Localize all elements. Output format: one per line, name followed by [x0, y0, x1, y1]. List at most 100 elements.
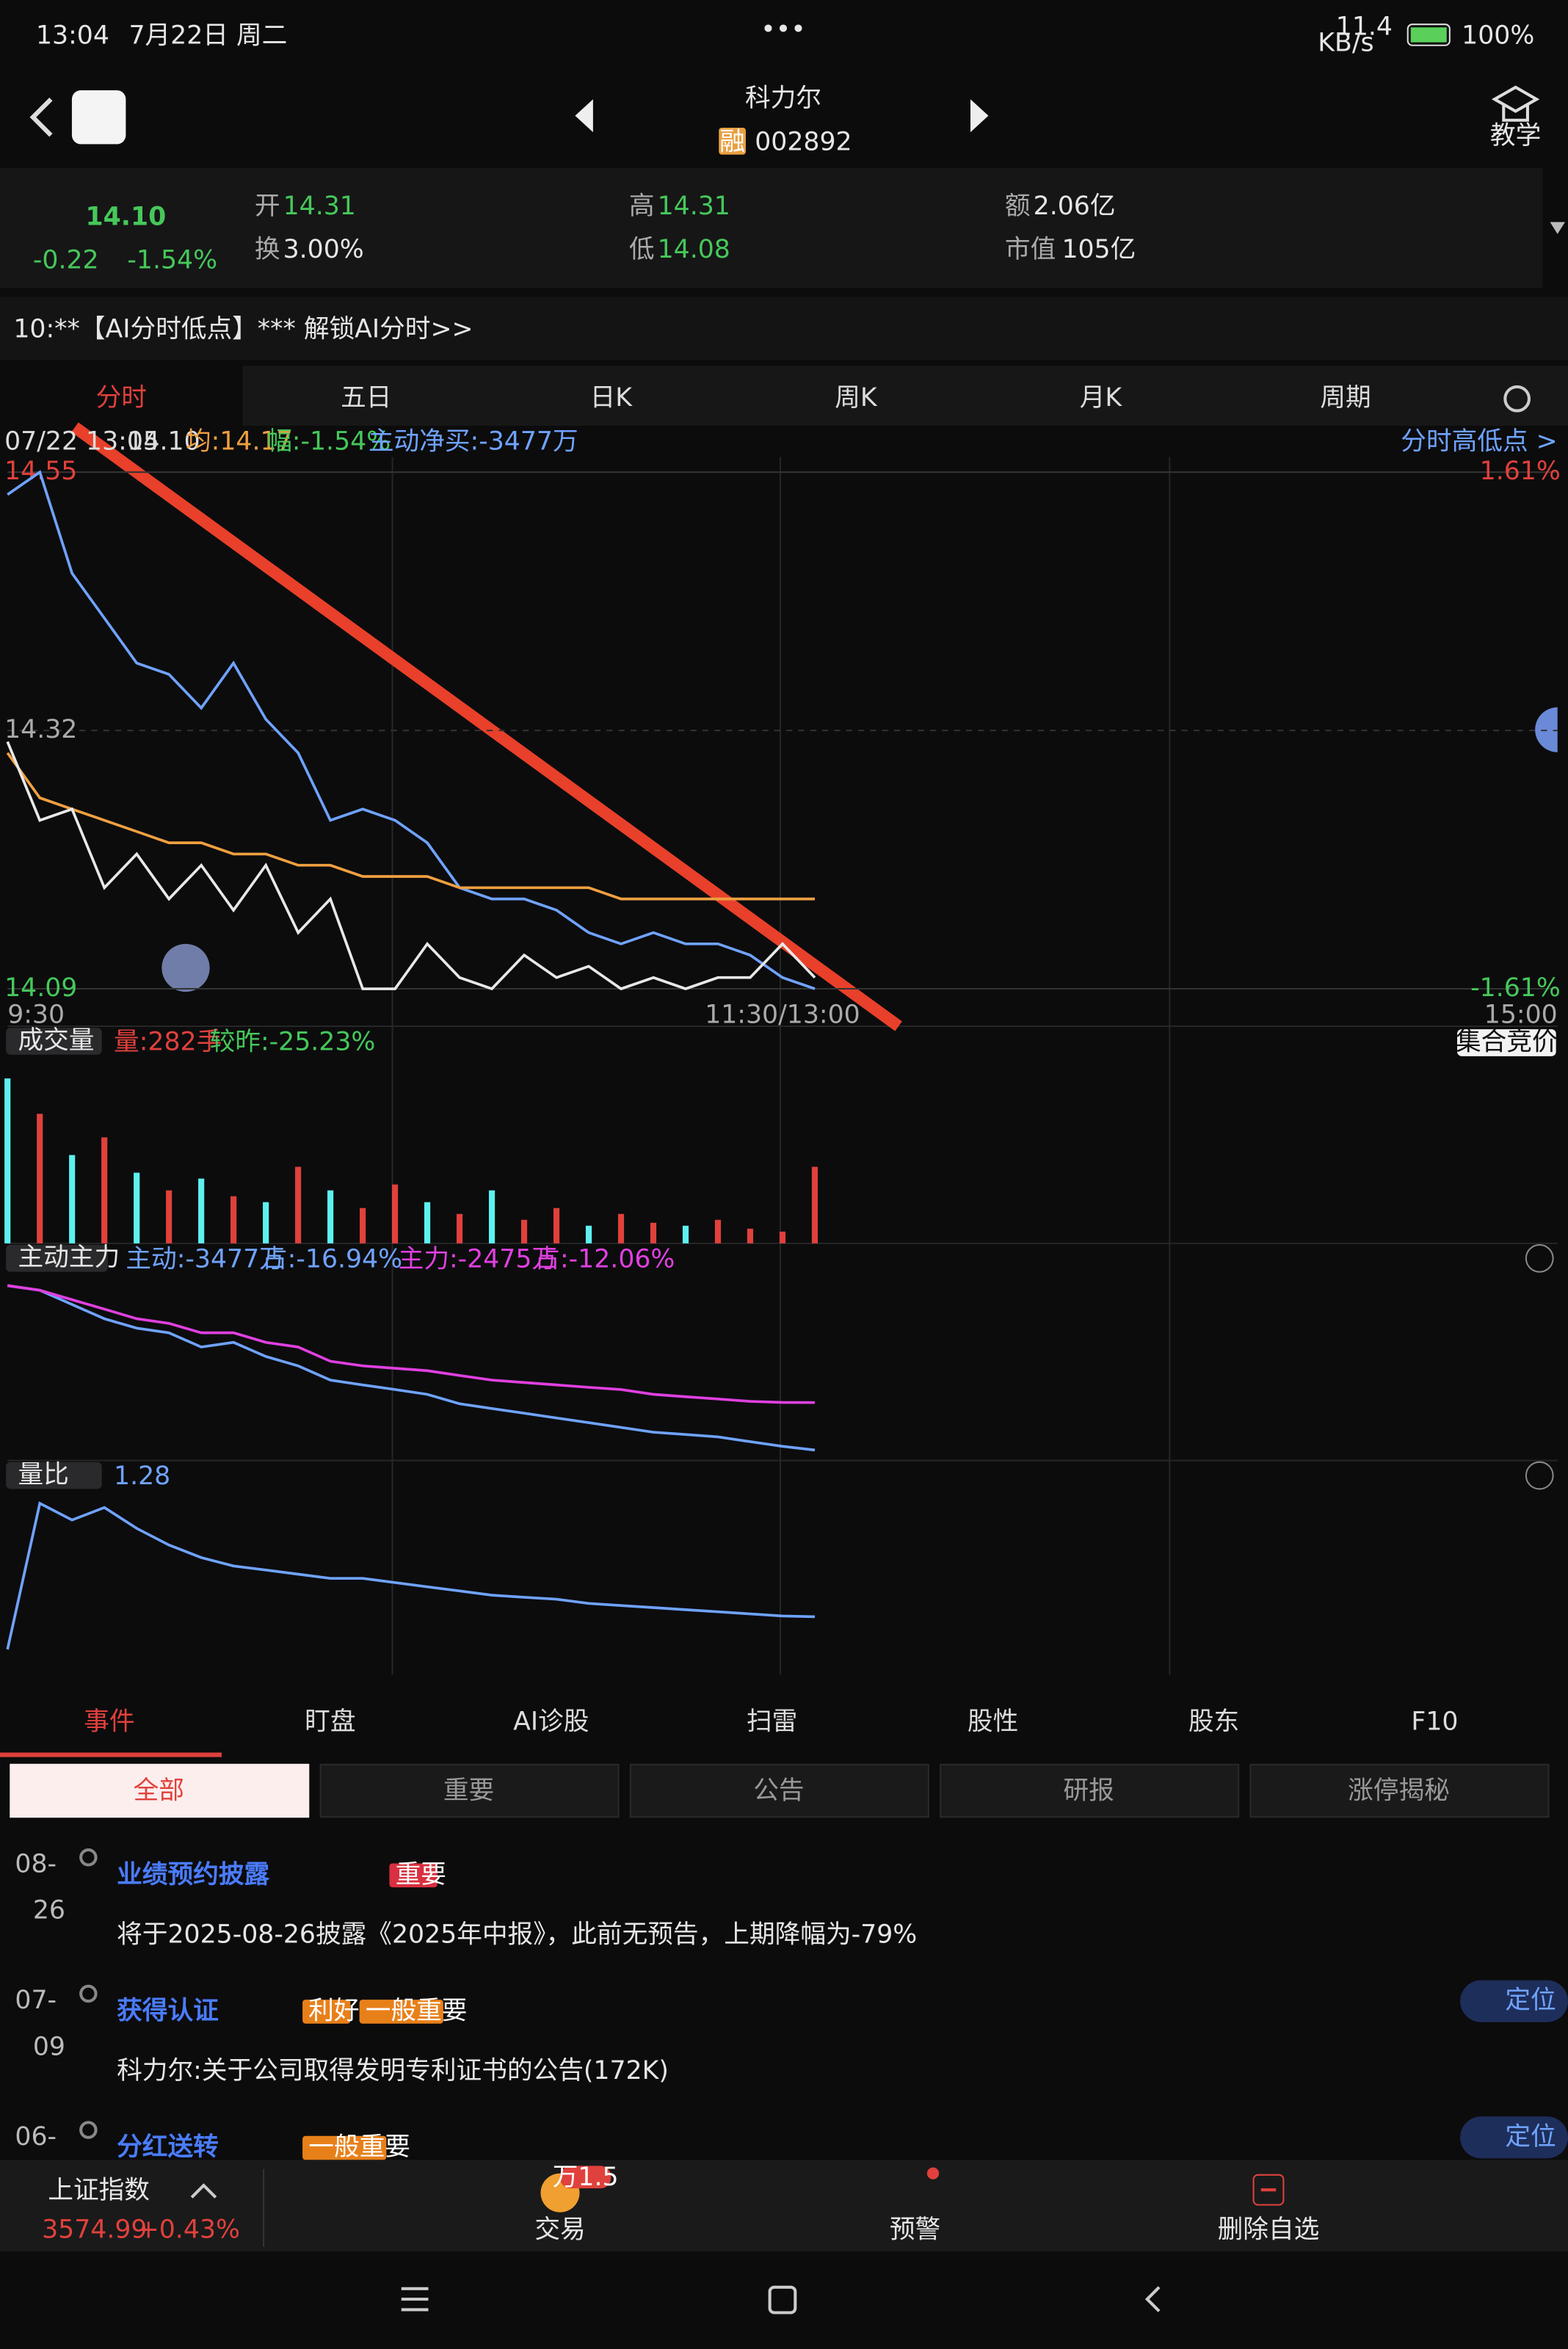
series-line	[6, 752, 816, 901]
banner-bg	[0, 297, 1568, 360]
event-dot	[79, 1984, 98, 2003]
index-name[interactable]: 上证指数	[48, 2176, 150, 2205]
volume-bar	[811, 1166, 819, 1244]
volume-bar	[779, 1231, 786, 1244]
info-tab[interactable]: AI诊股	[513, 1707, 589, 1737]
event-text: 将于2025-08-26披露《2025年中报》，此前无预告，上期降幅为-79%	[117, 1920, 917, 1949]
field-label: 换	[255, 235, 280, 264]
panel-label: 成交量	[18, 1025, 94, 1055]
filter-bg[interactable]	[629, 1763, 929, 1818]
filter[interactable]: 涨停揭秘	[1348, 1776, 1450, 1806]
help-icon[interactable]	[1525, 1461, 1554, 1490]
info-tab[interactable]: 盯盘	[305, 1707, 355, 1737]
panel-label-bg	[6, 1244, 108, 1272]
event-date: 06-	[15, 2122, 57, 2152]
chart-tab[interactable]: 日K	[590, 383, 634, 413]
stock-code: 002892	[755, 127, 852, 156]
badge-bg	[719, 127, 746, 155]
volume-bar	[520, 1219, 528, 1244]
volume-bar	[392, 1184, 399, 1244]
tag-bg	[302, 2135, 387, 2160]
field-value: 14.31	[658, 192, 730, 221]
app-icon[interactable]	[71, 90, 126, 145]
auction-bg[interactable]	[1457, 1029, 1556, 1056]
chart-tab[interactable]: 周期	[1320, 383, 1371, 413]
event-title[interactable]: 业绩预约披露	[117, 1860, 269, 1889]
x-tick-label: 15:00	[1484, 1001, 1558, 1030]
nav-home[interactable]	[768, 2285, 797, 2314]
event-text: 科力尔:关于公司取得发明专利证书的公告(172K)	[117, 2056, 669, 2085]
volume-bar	[37, 1114, 43, 1244]
next-stock[interactable]	[970, 99, 989, 133]
x-tick-label: 9:30	[7, 1001, 65, 1030]
trade[interactable]: 交易	[534, 2215, 585, 2244]
nav-back[interactable]	[1144, 2286, 1161, 2312]
status-date: 7月22日 周二	[128, 21, 287, 51]
info-link[interactable]: 分时高低点 >	[1401, 426, 1557, 456]
locate[interactable]: 定位	[1505, 2122, 1556, 2152]
expand-arrow[interactable]	[1550, 222, 1565, 234]
locate-bg[interactable]	[1460, 2116, 1568, 2159]
volume-bar	[166, 1190, 173, 1244]
filter-bg[interactable]	[319, 1763, 620, 1818]
auction[interactable]: 集合竞价	[1456, 1027, 1558, 1056]
chart-tab[interactable]: 分时	[96, 383, 147, 413]
remove-icon[interactable]	[1252, 2174, 1285, 2206]
filter[interactable]: 全部	[134, 1776, 184, 1806]
info-tab[interactable]: 股东	[1188, 1707, 1239, 1737]
chart-tab[interactable]: 五日	[341, 383, 391, 413]
chart-tab[interactable]: 月K	[1080, 383, 1123, 413]
zoom-button[interactable]	[161, 943, 210, 992]
filter[interactable]: 研报	[1063, 1776, 1114, 1806]
teach-icon[interactable]	[1491, 85, 1540, 122]
locate[interactable]: 定位	[1505, 1986, 1556, 2015]
volume-bar	[231, 1196, 237, 1244]
battery: 100%	[1462, 21, 1534, 51]
volume-bar	[4, 1078, 11, 1244]
trade-badge: 万1.5	[553, 2163, 619, 2192]
alert[interactable]: 预警	[890, 2215, 940, 2244]
tag-bg	[359, 2000, 443, 2024]
info-tab[interactable]: 事件	[84, 1707, 134, 1737]
filter-bg[interactable]	[1249, 1763, 1550, 1818]
volume-compare: 较昨:-25.23%	[210, 1027, 376, 1056]
net-speed: 11.4	[1336, 12, 1393, 41]
info-net: 主动净买:-3477万	[369, 426, 578, 456]
index-toggle[interactable]	[190, 2183, 217, 2199]
event-list: 08- 26 业绩预约披露 重要将于2025-08-26披露《2025年中报》，此前无…	[15, 1848, 1568, 2162]
volume-bar	[714, 1219, 722, 1244]
series-line	[7, 1284, 816, 1404]
settings-icon[interactable]	[1503, 385, 1531, 413]
event-title[interactable]: 分红送转	[117, 2132, 219, 2162]
info-tab[interactable]: 股性	[968, 1707, 1018, 1737]
info-tab[interactable]: 扫雷	[747, 1707, 797, 1737]
change: -0.22	[33, 246, 99, 275]
teach[interactable]: 教学	[1490, 121, 1541, 150]
series-line	[7, 1284, 816, 1452]
filter[interactable]: 公告	[753, 1776, 804, 1806]
remove[interactable]: 删除自选	[1218, 2215, 1320, 2244]
filter[interactable]: 重要	[443, 1776, 494, 1806]
active-tab-bg	[0, 366, 243, 426]
chart-tab[interactable]: 周K	[835, 383, 878, 413]
help-icon[interactable]	[1525, 1244, 1554, 1273]
tab-bar	[0, 366, 1568, 426]
info-tab[interactable]: F10	[1411, 1707, 1458, 1737]
filter-bg[interactable]	[10, 1763, 310, 1818]
tab-underline	[0, 1752, 222, 1757]
badge: 融	[719, 127, 745, 156]
locate-bg[interactable]	[1460, 1980, 1568, 2022]
event-title[interactable]: 获得认证	[117, 1996, 219, 2025]
prev-stock[interactable]	[575, 99, 593, 133]
volume-amount: 量:282手	[114, 1027, 222, 1056]
nav-menu[interactable]	[401, 2287, 429, 2312]
field-value: 14.31	[283, 192, 356, 221]
panel-label: 主动主力	[18, 1243, 120, 1272]
footer-bar	[0, 2160, 1568, 2251]
filter-bg[interactable]	[940, 1763, 1240, 1818]
back-button[interactable]	[29, 98, 53, 137]
field-value: 14.08	[658, 235, 730, 264]
ai-banner[interactable]: 10:**【AI分时低点】*** 解锁AI分时>>	[13, 314, 473, 344]
series-line	[6, 741, 816, 991]
